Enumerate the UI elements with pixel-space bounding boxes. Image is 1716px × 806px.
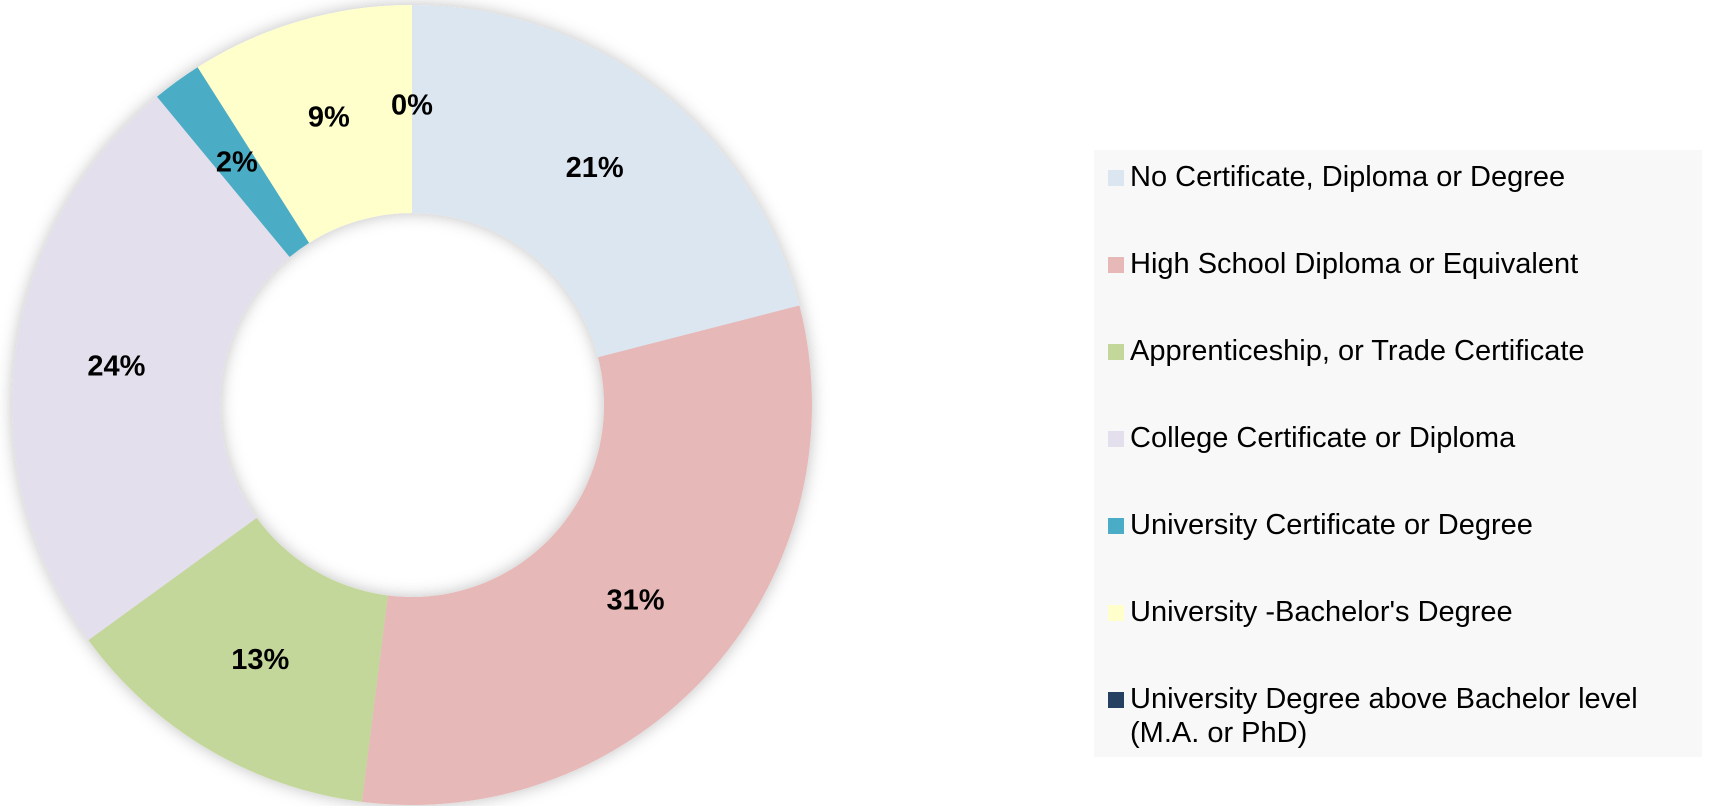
data-label: 21%	[566, 152, 624, 184]
data-labels: 21% 31% 13% 24% 2% 9% 0%	[87, 90, 664, 677]
legend-swatch	[1108, 605, 1124, 621]
data-label: 24%	[87, 350, 145, 382]
donut-slice	[157, 67, 310, 258]
legend-label: University Certificate or Degree	[1130, 509, 1533, 541]
legend-label: University -Bachelor's Degree	[1130, 596, 1513, 628]
donut-slice	[412, 5, 800, 358]
donut	[11, 5, 812, 806]
legend: No Certificate, Diploma or Degree High Sc…	[1094, 150, 1702, 757]
donut-slice	[88, 517, 388, 802]
legend-swatch	[1108, 170, 1124, 186]
data-label: 31%	[607, 585, 665, 617]
data-label: 0%	[391, 90, 433, 122]
legend-swatch	[1108, 431, 1124, 447]
donut-slice	[197, 5, 412, 243]
legend-item: No Certificate, Diploma or Degree	[1108, 160, 1702, 247]
legend-label: No Certificate, Diploma or Degree	[1130, 161, 1566, 193]
legend-swatch	[1108, 692, 1124, 708]
donut-slice	[11, 96, 290, 641]
data-label: 2%	[216, 147, 258, 179]
donut-slice	[361, 305, 812, 806]
legend-label: College Certificate or Diploma	[1130, 422, 1516, 454]
legend-label: Apprenticeship, or Trade Certificate	[1130, 335, 1585, 367]
legend-label: University Degree above Bachelor level (…	[1130, 683, 1638, 749]
data-label: 9%	[308, 101, 350, 133]
legend-label: High School Diploma or Equivalent	[1130, 248, 1579, 280]
legend-item: University Certificate or Degree	[1108, 508, 1702, 595]
legend-item: University -Bachelor's Degree	[1108, 595, 1702, 682]
legend-item: Apprenticeship, or Trade Certificate	[1108, 334, 1702, 421]
chart: 21% 31% 13% 24% 2% 9% 0%	[11, 5, 812, 806]
legend-swatch	[1108, 344, 1124, 360]
legend-item: University Degree above Bachelor level (…	[1108, 682, 1702, 769]
legend-item: College Certificate or Diploma	[1108, 421, 1702, 508]
data-label: 13%	[231, 644, 289, 676]
legend-swatch	[1108, 518, 1124, 534]
legend-swatch	[1108, 257, 1124, 273]
legend-item: High School Diploma or Equivalent	[1108, 247, 1702, 334]
